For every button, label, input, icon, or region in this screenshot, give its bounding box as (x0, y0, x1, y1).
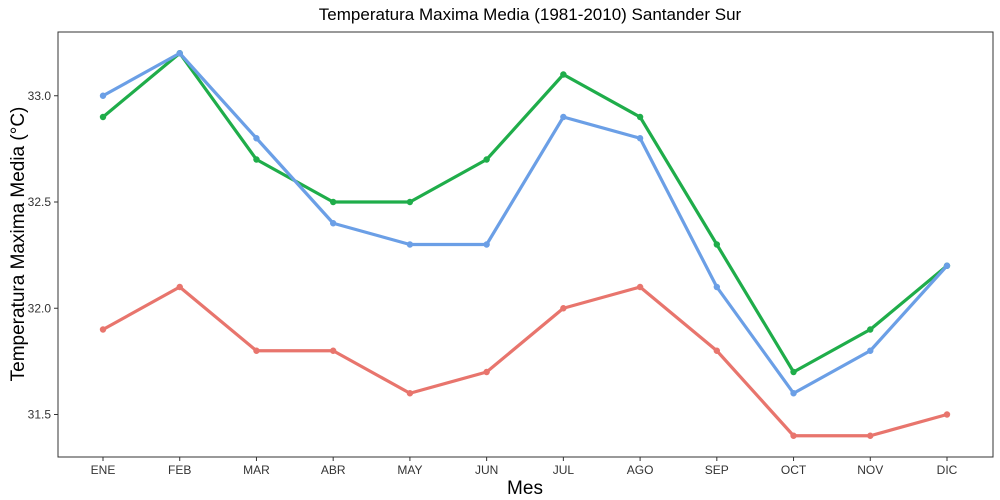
plot-panel (57, 31, 994, 458)
y-tick-label: 31.5 (28, 408, 52, 422)
x-tick-label: DIC (937, 463, 958, 477)
data-point (560, 71, 567, 78)
x-tick-label: JUL (553, 463, 575, 477)
data-point (713, 241, 721, 248)
data-point (253, 156, 260, 163)
series-line (101, 285, 949, 438)
data-point (560, 305, 567, 312)
data-point (483, 241, 490, 248)
chart-title: Temperatura Maxima Media (1981-2010) San… (319, 5, 742, 24)
data-point (943, 411, 951, 418)
data-point (636, 113, 644, 121)
data-point (560, 113, 567, 121)
y-tick-label: 33.0 (28, 89, 52, 103)
x-tick-label: AGO (627, 463, 654, 477)
x-axis-title: Mes (507, 478, 543, 499)
series-1 (99, 283, 951, 439)
data-point (483, 368, 490, 376)
y-tick-label: 32.5 (28, 195, 52, 209)
data-point (176, 283, 183, 291)
data-point (329, 198, 337, 206)
x-tick-label: JUN (475, 463, 498, 477)
y-tick-label: 32.0 (28, 301, 52, 315)
data-point (253, 135, 260, 142)
data-point (406, 390, 414, 397)
series-line (101, 51, 949, 395)
series-layer (99, 50, 951, 439)
data-point (713, 283, 721, 291)
data-point (636, 283, 644, 291)
x-tick-label: MAY (397, 463, 422, 477)
data-point (483, 156, 490, 163)
data-point (406, 198, 414, 206)
series-3 (99, 50, 951, 397)
data-point (790, 368, 797, 376)
data-point (713, 347, 721, 354)
data-point (636, 135, 644, 142)
data-point (867, 326, 874, 333)
data-point (99, 326, 107, 333)
x-tick-label: OCT (781, 463, 807, 477)
x-axis: ENE FEB MAR ABR MAY JUN JUL AGO SEP OCT NOV DIC (91, 457, 958, 477)
data-point (329, 220, 337, 227)
data-point (329, 347, 337, 354)
x-tick-label: ABR (321, 463, 346, 477)
data-point (790, 390, 797, 397)
data-point (867, 347, 874, 354)
x-tick-label: MAR (243, 463, 270, 477)
data-point (867, 432, 874, 439)
x-tick-label: FEB (168, 463, 191, 477)
y-axis: 31.5 32.0 32.5 33.0 (28, 89, 58, 422)
data-point (99, 113, 107, 121)
y-axis-title: Temperatura Maxima Media (°C) (8, 107, 29, 382)
data-point (253, 347, 260, 354)
x-tick-label: ENE (91, 463, 116, 477)
data-point (790, 432, 797, 439)
series-line (101, 51, 949, 374)
data-point (943, 262, 951, 269)
data-point (99, 92, 107, 99)
x-tick-label: NOV (857, 463, 883, 477)
x-tick-label: SEP (705, 463, 729, 477)
data-point (176, 50, 183, 57)
data-point (406, 241, 414, 248)
